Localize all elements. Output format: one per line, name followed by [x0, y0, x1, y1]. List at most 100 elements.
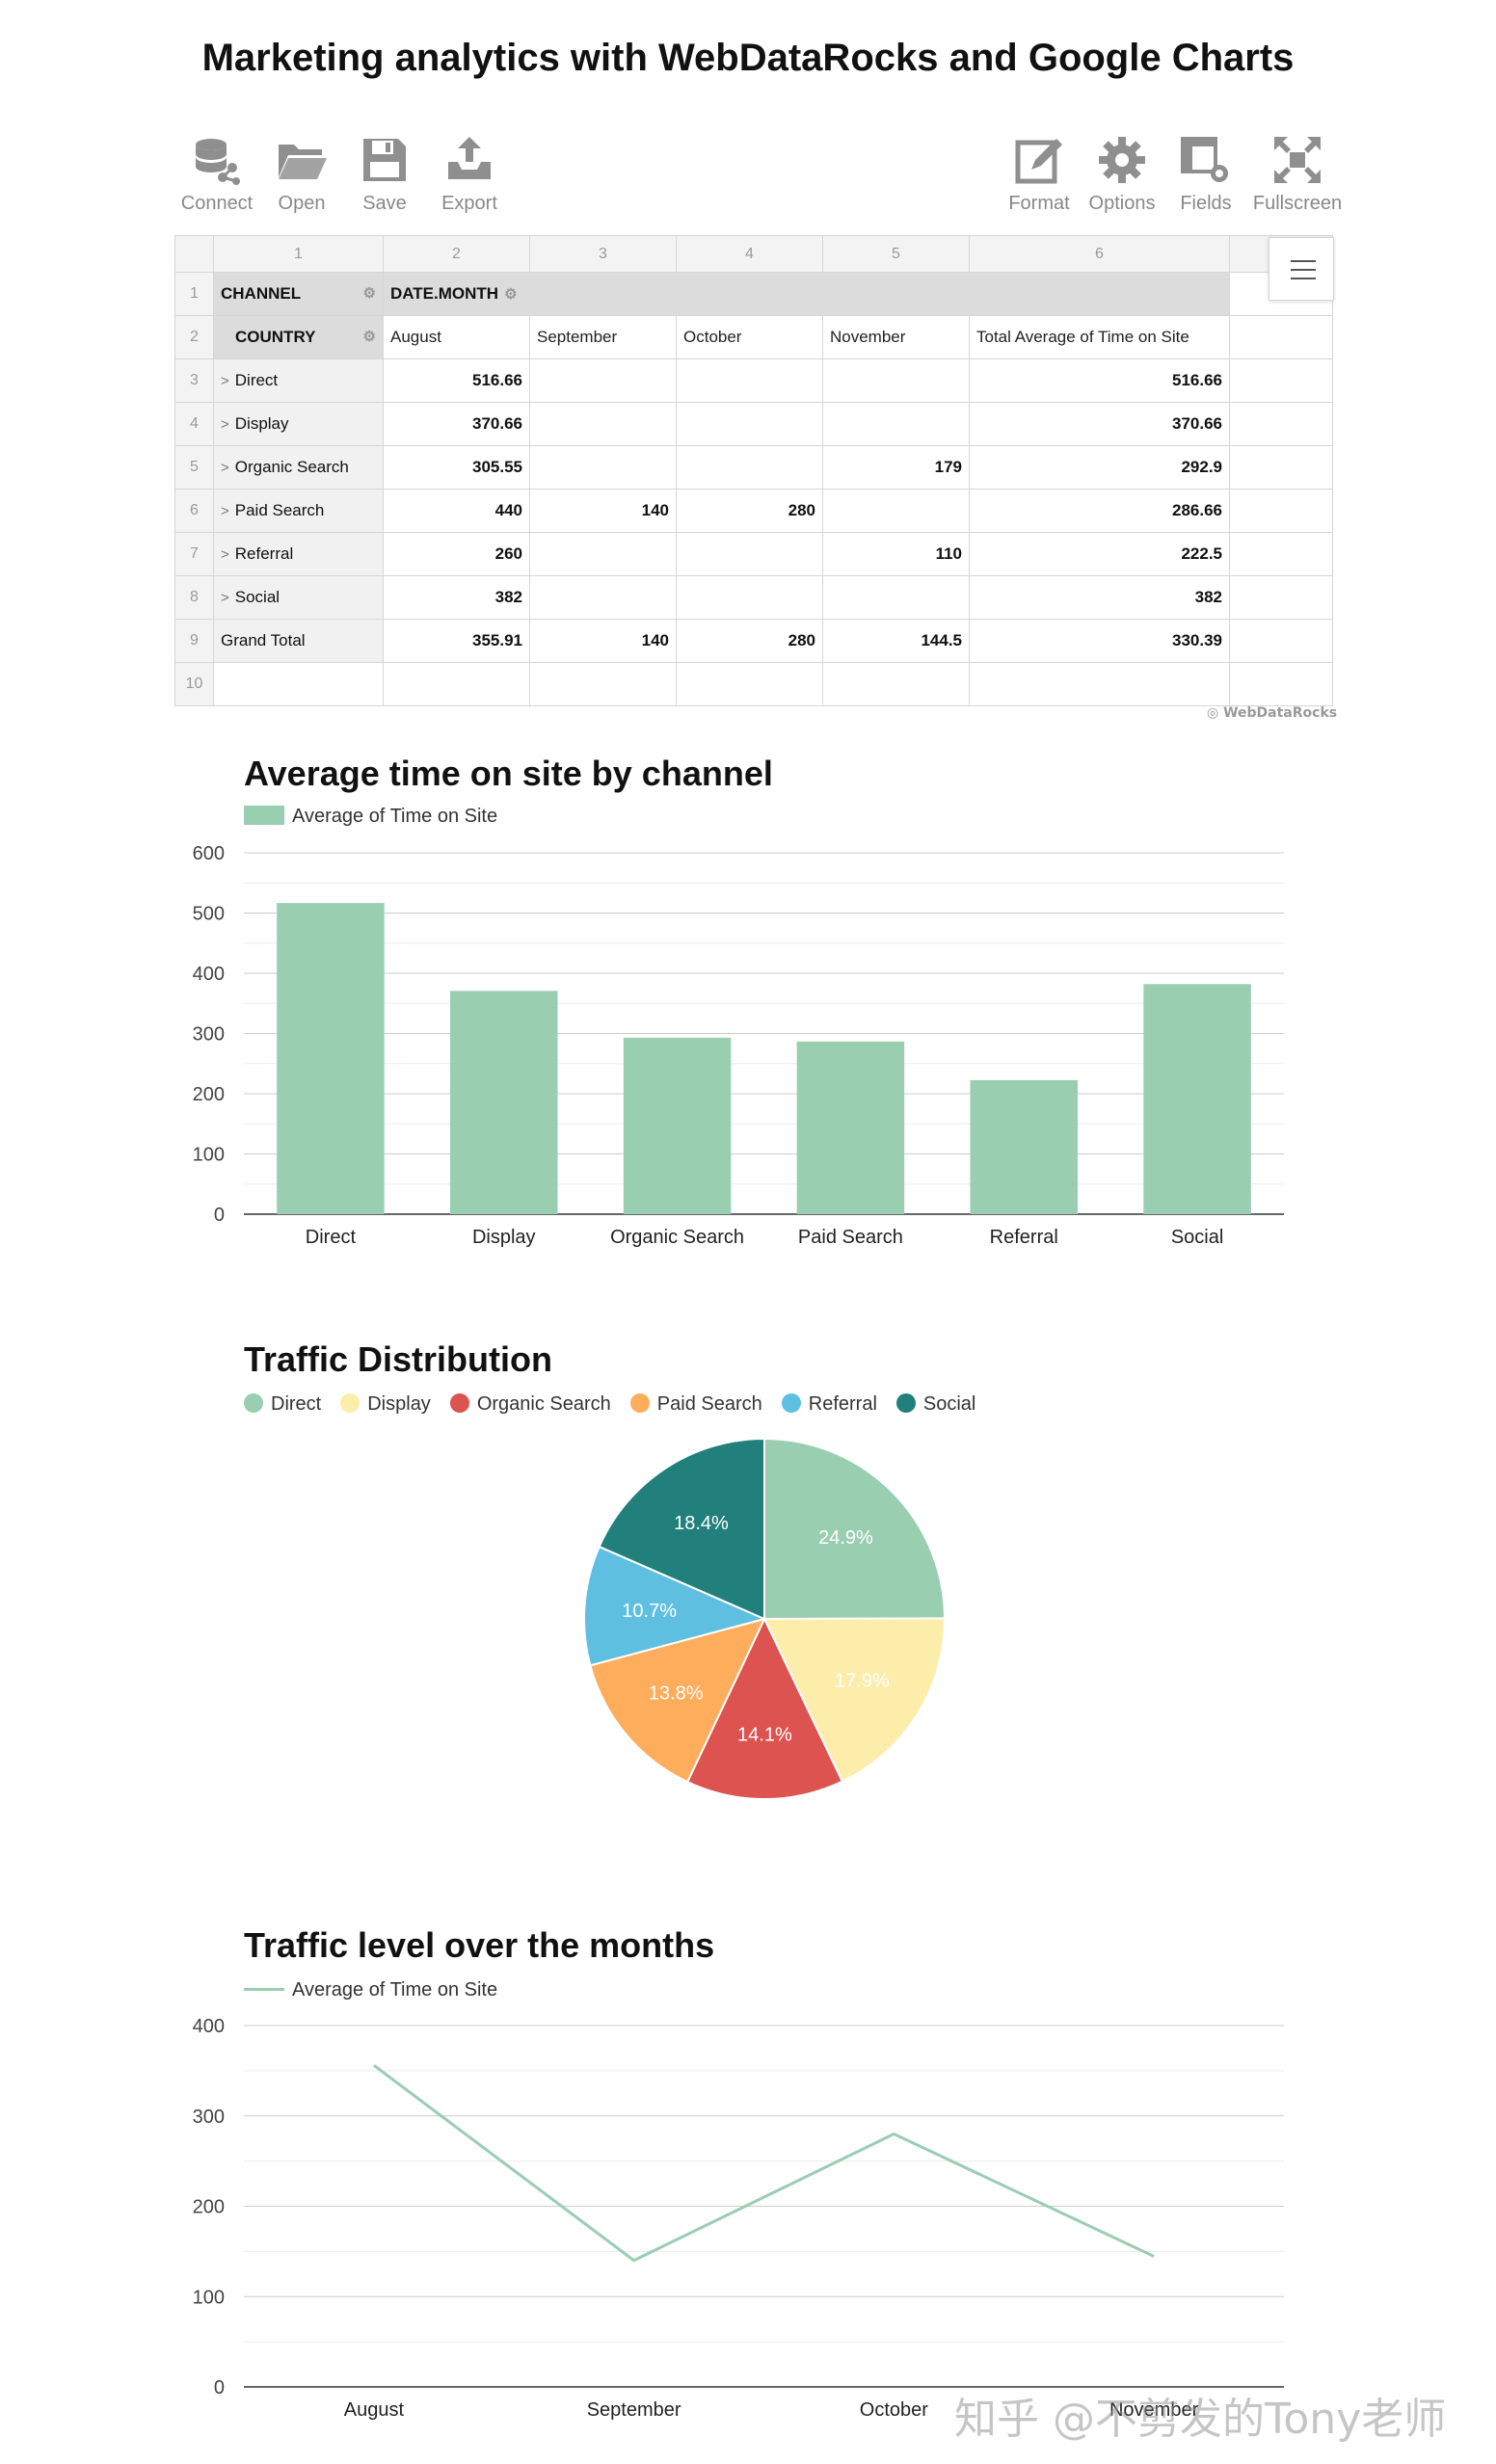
bar[interactable]	[450, 991, 558, 1214]
grand-total-cell[interactable]: 355.91	[383, 619, 530, 663]
pie-legend-item[interactable]: Paid Search	[629, 1393, 762, 1415]
bar[interactable]	[970, 1079, 1078, 1214]
pie-slice[interactable]	[598, 1437, 765, 1621]
value-cell[interactable]	[822, 575, 970, 620]
value-cell[interactable]: 516.66	[383, 358, 530, 403]
bar[interactable]	[623, 1037, 732, 1214]
value-cell[interactable]	[822, 489, 970, 533]
row-header-social[interactable]: > Social	[213, 575, 384, 620]
channel-field-header[interactable]: CHANNEL ⚙	[213, 272, 384, 316]
row-number: 10	[174, 662, 214, 706]
row-number: 7	[174, 532, 214, 576]
pie-slice[interactable]	[763, 1437, 947, 1621]
grand-total-cell[interactable]: 144.5	[822, 619, 970, 663]
country-field-header[interactable]: COUNTRY ⚙	[213, 315, 384, 359]
row-header-display[interactable]: > Display	[213, 402, 384, 446]
pie-legend-item[interactable]: Direct	[244, 1393, 321, 1415]
value-cell[interactable]	[676, 532, 823, 576]
total-cell[interactable]: 222.5	[969, 532, 1230, 576]
value-cell[interactable]	[529, 532, 677, 576]
fields-button[interactable]: Fields	[1161, 133, 1251, 229]
pie-slice[interactable]	[583, 1545, 768, 1667]
hamburger-menu-icon[interactable]	[1269, 237, 1334, 301]
empty-cell	[1229, 315, 1333, 359]
column-header[interactable]: October	[676, 315, 823, 359]
legend-dot	[340, 1393, 361, 1413]
pie-slice[interactable]	[589, 1617, 766, 1784]
empty-cell	[1229, 489, 1333, 533]
value-cell[interactable]: 140	[529, 489, 677, 533]
value-cell[interactable]	[529, 402, 677, 446]
country-field-label: COUNTRY	[235, 328, 316, 346]
options-button[interactable]: Options	[1077, 133, 1167, 229]
total-cell[interactable]: 516.66	[969, 358, 1230, 403]
connect-button[interactable]: Connect	[172, 133, 262, 229]
value-cell[interactable]	[676, 402, 823, 446]
bar[interactable]	[1143, 984, 1251, 1214]
value-cell[interactable]: 260	[383, 532, 530, 576]
total-cell[interactable]: 370.66	[969, 402, 1230, 446]
pivot-grid[interactable]: 1 2 3 4 5 6 1 CHANNEL ⚙ DATE.MONTH ⚙ 2 COU…	[174, 235, 1333, 706]
date-month-field-header[interactable]: DATE.MONTH ⚙	[383, 272, 1230, 316]
save-button[interactable]: Save	[339, 133, 430, 229]
value-cell[interactable]	[529, 445, 677, 490]
row-header-organic-search[interactable]: > Organic Search	[213, 445, 384, 490]
value-cell[interactable]: 179	[822, 445, 970, 490]
gear-icon[interactable]: ⚙	[362, 329, 376, 345]
chevron-right-icon[interactable]: >	[221, 503, 229, 519]
total-cell[interactable]: 286.66	[969, 489, 1230, 533]
row-header-paid-search[interactable]: > Paid Search	[213, 489, 384, 533]
pie-legend-item[interactable]: Display	[340, 1393, 431, 1415]
total-cell[interactable]: 382	[969, 575, 1230, 620]
chevron-right-icon[interactable]: >	[221, 460, 229, 476]
value-cell[interactable]	[529, 575, 677, 620]
bar[interactable]	[277, 903, 385, 1214]
chevron-right-icon[interactable]: >	[221, 546, 229, 563]
pie-legend-item[interactable]: Referral	[781, 1393, 877, 1415]
value-cell[interactable]	[676, 575, 823, 620]
column-header[interactable]: September	[529, 315, 677, 359]
export-button[interactable]: Export	[424, 133, 515, 229]
column-number-row: 1 2 3 4 5 6	[174, 235, 1333, 273]
fullscreen-button[interactable]: Fullscreen	[1243, 133, 1351, 229]
value-cell[interactable]	[822, 358, 970, 403]
value-cell[interactable]: 370.66	[383, 402, 530, 446]
column-header[interactable]: November	[822, 315, 970, 359]
row-header-direct[interactable]: > Direct	[213, 358, 384, 403]
gear-icon[interactable]: ⚙	[504, 286, 518, 303]
value-cell[interactable]	[529, 358, 677, 403]
column-number: 6	[969, 235, 1230, 273]
series-line[interactable]	[372, 2064, 1155, 2263]
bar[interactable]	[796, 1041, 905, 1214]
column-header[interactable]: Total Average of Time on Site	[969, 315, 1230, 359]
value-cell[interactable]	[822, 402, 970, 446]
value-cell[interactable]: 110	[822, 532, 970, 576]
pie-slice[interactable]	[762, 1617, 946, 1783]
chevron-right-icon[interactable]: >	[221, 590, 229, 606]
chevron-right-icon[interactable]: >	[221, 416, 229, 433]
legend-dot	[895, 1393, 916, 1413]
chevron-right-icon[interactable]: >	[221, 373, 229, 389]
value-cell[interactable]: 305.55	[383, 445, 530, 490]
pie-slice[interactable]	[685, 1616, 844, 1800]
value-cell[interactable]: 280	[676, 489, 823, 533]
y-tick-label: 0	[214, 2377, 225, 2398]
grand-total-cell[interactable]: 330.39	[969, 619, 1230, 663]
grand-total-cell[interactable]: 140	[529, 619, 677, 663]
table-row: 1 CHANNEL ⚙ DATE.MONTH ⚙	[174, 272, 1333, 316]
pie-legend-item[interactable]: Organic Search	[449, 1393, 611, 1415]
value-cell[interactable]: 382	[383, 575, 530, 620]
open-button[interactable]: Open	[256, 133, 347, 229]
value-cell[interactable]	[676, 445, 823, 490]
value-cell[interactable]: 440	[383, 489, 530, 533]
total-cell[interactable]: 292.9	[969, 445, 1230, 490]
pie-legend-item[interactable]: Social	[895, 1393, 975, 1415]
row-number: 4	[174, 402, 214, 446]
row-header-referral[interactable]: > Referral	[213, 532, 384, 576]
gear-icon[interactable]: ⚙	[362, 285, 376, 302]
grand-total-cell[interactable]: 280	[676, 619, 823, 663]
value-cell[interactable]	[676, 358, 823, 403]
format-button[interactable]: Format	[994, 133, 1084, 229]
column-header[interactable]: August	[383, 315, 530, 359]
y-tick-label: 200	[193, 1084, 225, 1105]
